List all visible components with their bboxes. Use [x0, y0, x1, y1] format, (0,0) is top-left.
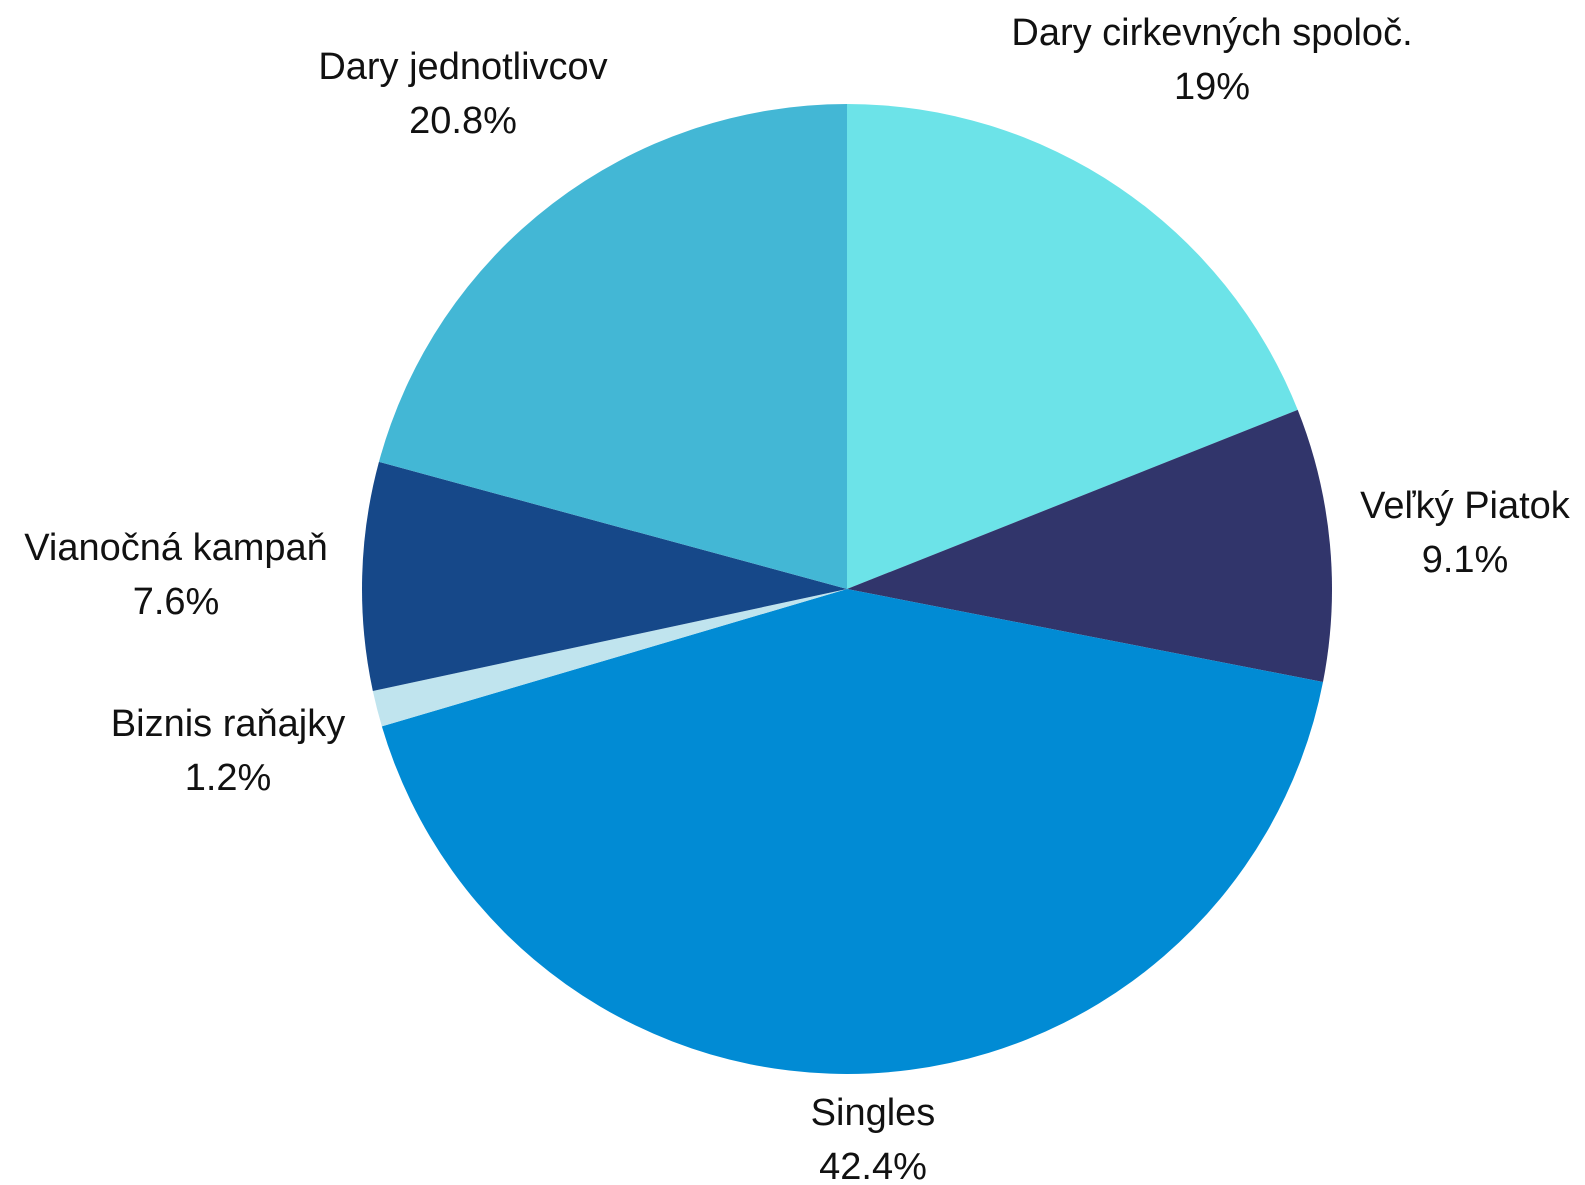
slice-value-label-dary-jednotlivcov: 20.8% [409, 100, 517, 142]
slice-label-biznis-ranajky: Biznis raňajky [111, 703, 345, 745]
slice-label-velky-piatok: Veľký Piatok [1360, 485, 1571, 527]
pie-slice-vianocna-kampan [362, 461, 847, 691]
pie-slice-dary-jednotlivcov [378, 104, 847, 589]
pie-slice-velky-piatok [847, 409, 1332, 683]
slice-value-label-dary-cirkevnych-spoloc: 19% [1174, 66, 1250, 108]
slice-label-singles: Singles [811, 1092, 936, 1134]
slice-value-label-velky-piatok: 9.1% [1422, 539, 1509, 581]
pie-slice-biznis-ranajky [372, 589, 847, 727]
slice-value-label-biznis-ranajky: 1.2% [185, 757, 272, 799]
slice-label-dary-jednotlivcov: Dary jednotlivcov [318, 46, 607, 88]
pie-labels: Dary cirkevných spoloč. 19% Veľký Piatok 9.… [24, 12, 1571, 1185]
slice-label-dary-cirkevnych-spoloc: Dary cirkevných spoloč. [1011, 12, 1412, 54]
slice-label-vianocna-kampan: Vianočná kampaň [24, 527, 328, 569]
slice-value-label-singles: 42.4% [819, 1146, 927, 1185]
pie-slices [362, 104, 1332, 1074]
pie-slice-singles [381, 589, 1323, 1074]
slice-value-label-vianocna-kampan: 7.6% [133, 581, 220, 623]
pie-slice-dary-cirkevnych-spoloc [847, 104, 1298, 589]
